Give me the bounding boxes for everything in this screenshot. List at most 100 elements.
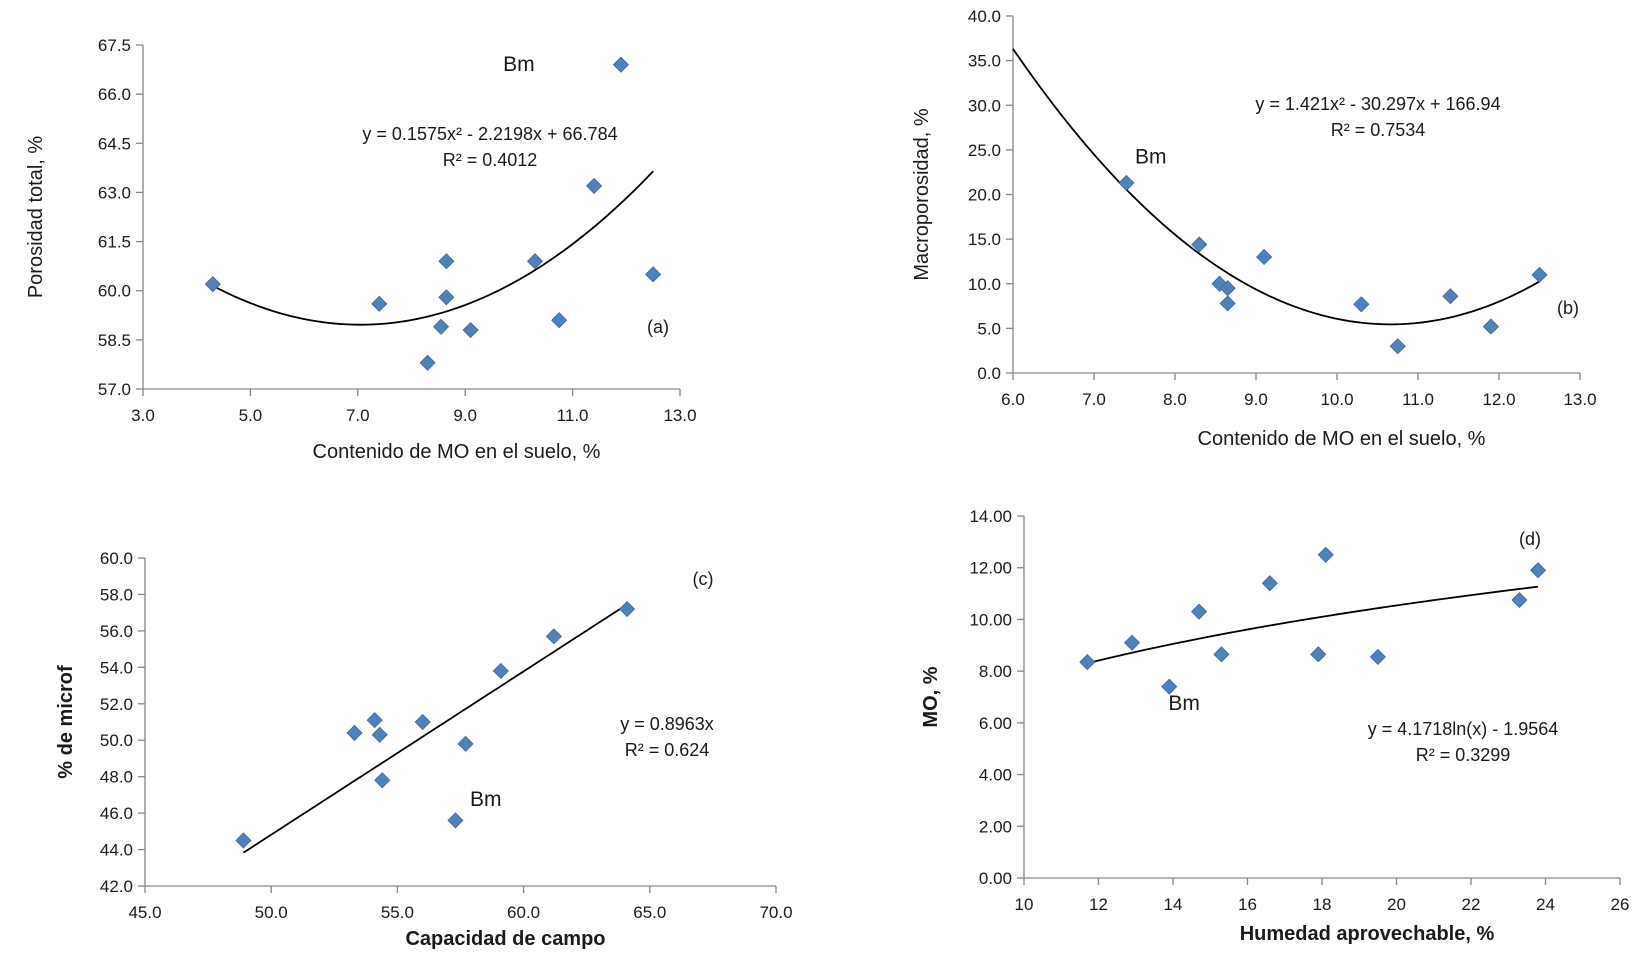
x-tick-label: 26 (1611, 895, 1630, 914)
y-tick-label: 40.0 (968, 7, 1001, 26)
chart-c: 42.0 44.0 46.0 48.0 50.0 52.0 54.0 56.0 58.0 60.0… (55, 549, 793, 950)
x-tick-label: 65.0 (633, 903, 666, 922)
y-tick-label: 67.5 (98, 36, 131, 55)
data-point (612, 56, 629, 73)
data-point (619, 600, 636, 618)
x-tick-label: 22 (1462, 895, 1481, 914)
trendline (212, 170, 654, 326)
y-tick-label: 8.00 (979, 662, 1012, 681)
data-point (1191, 236, 1208, 253)
y-tick-label: 66.0 (98, 85, 131, 104)
r-squared-label: R² = 0.3299 (1416, 745, 1511, 765)
data-point (414, 713, 431, 731)
x-tick-label: 50.0 (255, 903, 288, 922)
data-point (551, 312, 568, 329)
data-point (457, 735, 474, 752)
y-tick-label: 63.0 (98, 183, 131, 202)
y-tick-label: 2.00 (979, 817, 1012, 836)
data-point (447, 812, 464, 829)
y-tick-label: 12.00 (969, 559, 1012, 578)
data-point (1389, 338, 1406, 355)
r-squared-label: R² = 0.624 (625, 740, 710, 760)
data-point (374, 772, 391, 789)
x-tick-label: 12 (1089, 895, 1108, 914)
y-tick-label: 0.0 (977, 364, 1001, 383)
y-tick-label: 10.0 (968, 275, 1001, 294)
y-tick-label: 58.5 (98, 331, 131, 350)
x-tick-label: 12.0 (1482, 390, 1515, 409)
data-point (432, 318, 450, 335)
y-tick-label: 44.0 (100, 841, 133, 860)
x-tick-label: 55.0 (381, 903, 414, 922)
y-tick-label: 58.0 (100, 585, 133, 604)
y-axis-title: MO, % (920, 666, 942, 727)
r-squared-label: R² = 0.7534 (1331, 120, 1426, 140)
trendline (1012, 48, 1540, 326)
data-point (492, 662, 509, 680)
x-tick-label: 70.0 (759, 903, 792, 922)
data-point (371, 726, 388, 743)
x-tick-label: 11.0 (557, 406, 589, 425)
data-point (1219, 295, 1236, 312)
x-tick-label: 60.0 (507, 903, 540, 922)
data-point (1191, 603, 1208, 620)
y-axis-title: Macroporosidad, % (911, 108, 933, 281)
y-axis-title: Porosidad total, % (25, 136, 47, 299)
data-point (1123, 634, 1141, 651)
x-tick-label: 20 (1387, 895, 1406, 914)
panel-tag: (c) (693, 569, 714, 589)
x-axis-title: Contenido de MO en el suelo, % (313, 441, 601, 463)
x-tick-label: 14 (1164, 895, 1183, 914)
x-tick-label: 3.0 (131, 406, 155, 425)
y-tick-label: 15.0 (968, 230, 1001, 249)
x-tick-label: 13.0 (663, 406, 696, 425)
data-point (438, 289, 455, 306)
trend-equation: y = 1.421x² - 30.297x + 166.94 (1255, 94, 1500, 114)
data-point (1353, 296, 1370, 313)
y-tick-label: 20.0 (968, 186, 1001, 205)
data-point (1118, 174, 1135, 191)
x-tick-label: 5.0 (239, 406, 263, 425)
y-tick-label: 0.00 (979, 869, 1012, 888)
data-point (204, 276, 221, 293)
data-point (1529, 562, 1547, 579)
y-tick-label: 4.00 (979, 766, 1012, 785)
data-point (1369, 648, 1386, 665)
trendline (242, 603, 628, 854)
trend-equation: y = 0.1575x² - 2.2198x + 66.784 (362, 124, 617, 144)
data-point (1161, 678, 1178, 695)
data-point (366, 712, 383, 729)
data-point (1531, 266, 1548, 283)
x-tick-label: 6.0 (1001, 390, 1025, 409)
data-point (1261, 575, 1278, 592)
data-point (438, 253, 455, 270)
data-point (346, 724, 363, 741)
bm-annotation: Bm (1135, 145, 1167, 168)
data-point (462, 321, 479, 339)
chart-b: 0.0 5.0 10.0 15.0 20.0 25.0 30.0 35.0 40.0 6.0 7.0… (911, 7, 1597, 450)
y-tick-label: 14.00 (969, 507, 1012, 526)
x-tick-label: 18 (1313, 895, 1332, 914)
y-tick-label: 5.0 (977, 319, 1001, 338)
bm-annotation: Bm (503, 53, 535, 76)
data-point (586, 177, 603, 194)
x-tick-label: 11.0 (1402, 390, 1434, 409)
x-tick-label: 7.0 (1082, 390, 1106, 409)
data-point (1511, 591, 1528, 609)
y-tick-label: 54.0 (100, 658, 133, 677)
x-tick-label: 7.0 (346, 406, 370, 425)
y-tick-label: 48.0 (100, 768, 133, 787)
x-axis-title: Contenido de MO en el suelo, % (1198, 428, 1486, 450)
y-tick-label: 52.0 (100, 695, 133, 714)
data-point (371, 295, 388, 312)
panel-tag: (b) (1557, 298, 1579, 318)
y-tick-label: 60.0 (100, 549, 133, 568)
y-tick-label: 42.0 (100, 877, 133, 896)
chart-d: 0.00 2.00 4.00 6.00 8.00 10.00 12.00 14.00 10 12 1… (920, 507, 1629, 945)
x-tick-label: 10 (1015, 895, 1034, 914)
y-tick-label: 25.0 (968, 141, 1001, 160)
data-point (645, 266, 662, 283)
x-tick-label: 13.0 (1563, 390, 1596, 409)
data-point (1256, 248, 1273, 266)
